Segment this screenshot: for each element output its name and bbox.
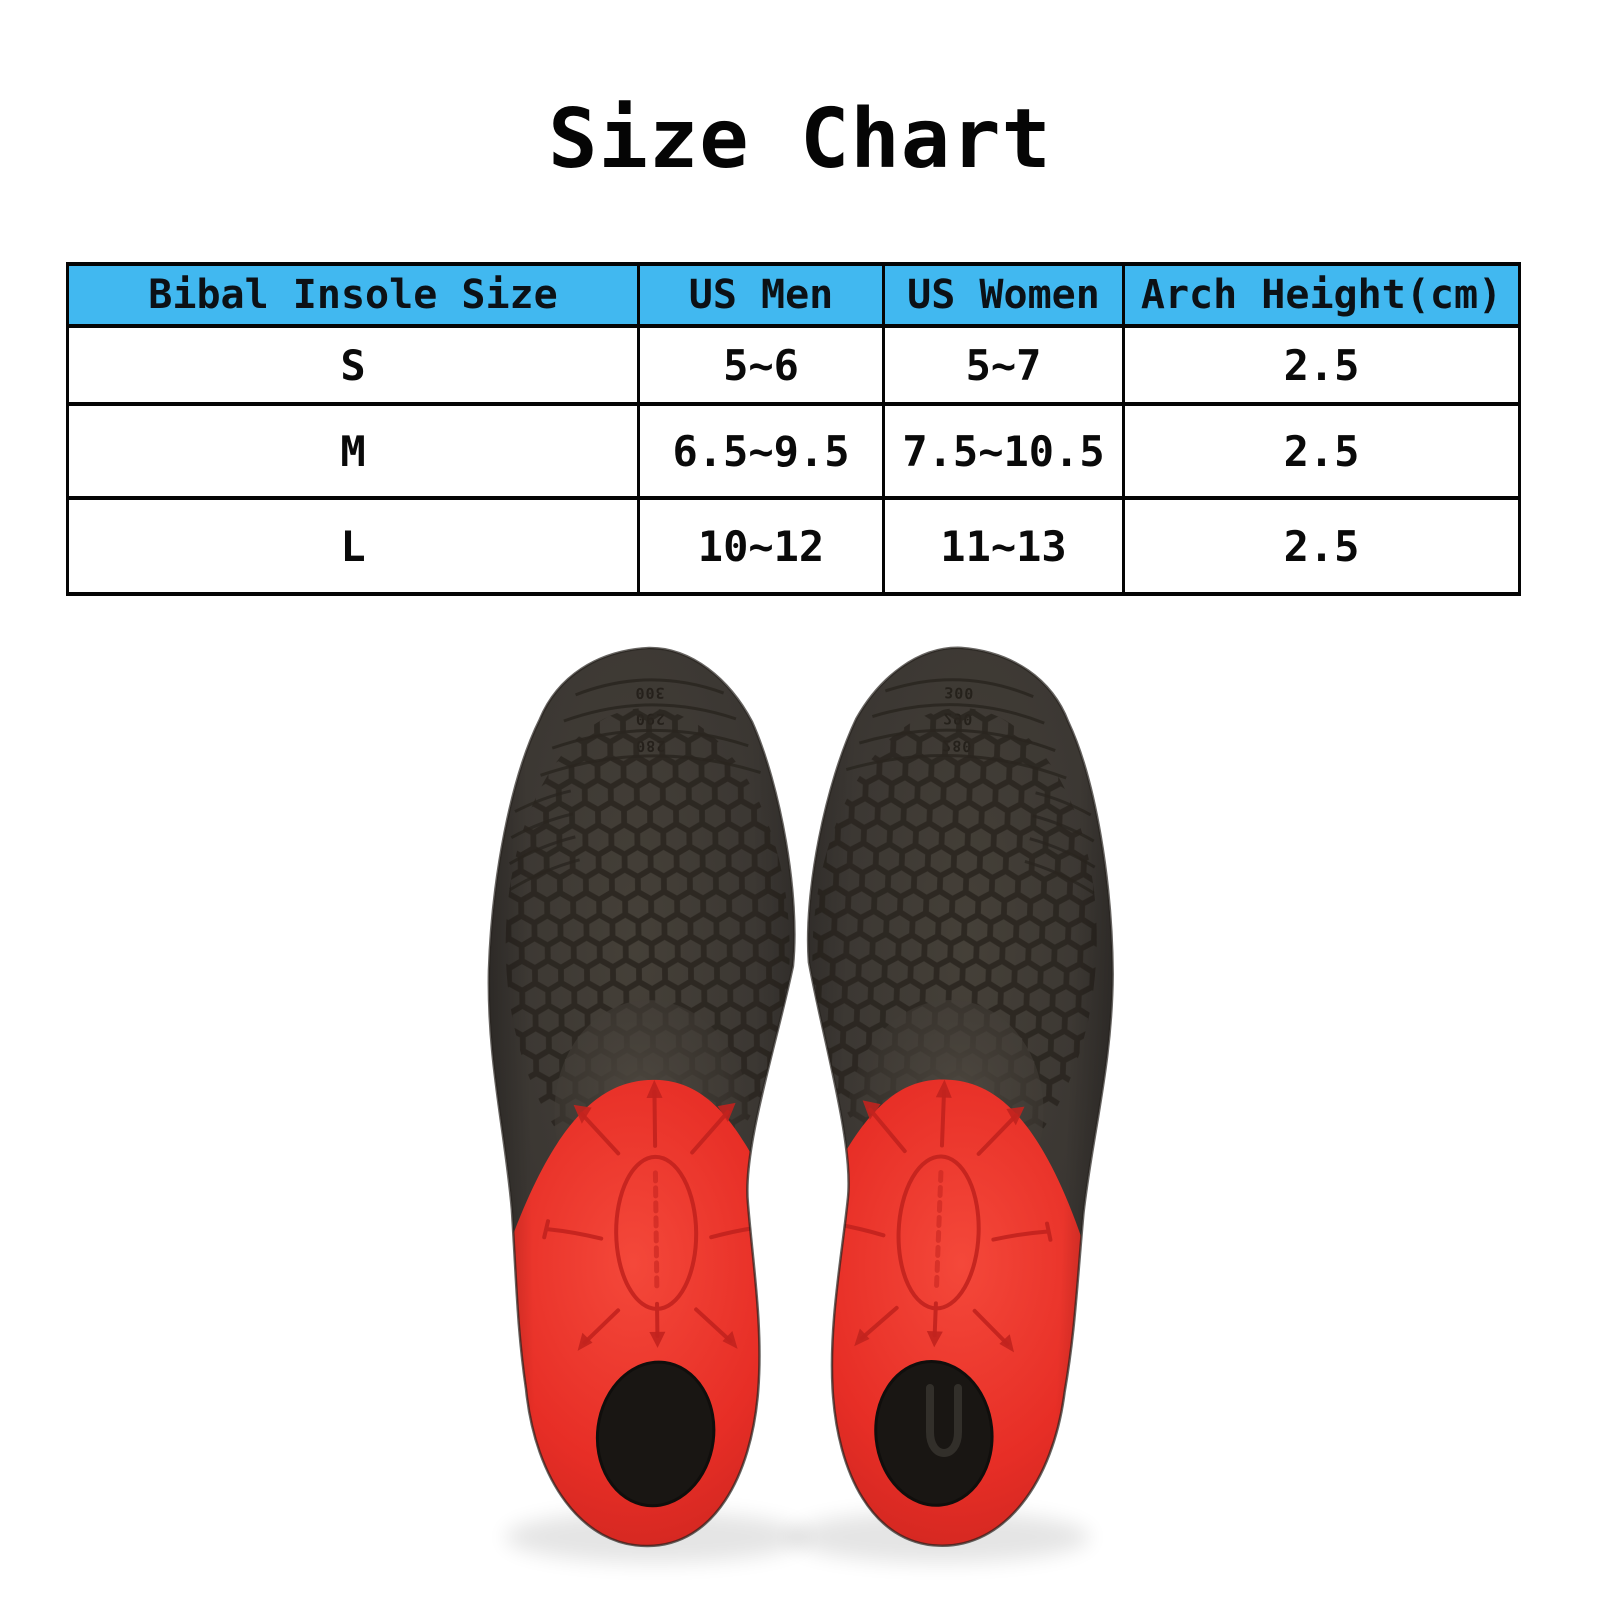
col-header-insole-size: Bibal Insole Size (66, 262, 640, 328)
table-row-m: M 6.5~9.5 7.5~10.5 2.5 (66, 402, 1521, 500)
col-header-arch-height: Arch Height(cm) (1122, 262, 1521, 328)
table-header-row: Bibal Insole Size US Men US Women Arch H… (66, 262, 1521, 328)
cell-arch-height: 2.5 (1122, 324, 1521, 406)
cell-size: M (66, 402, 640, 500)
cell-arch-height: 2.5 (1122, 402, 1521, 500)
cell-us-women: 5~7 (882, 324, 1125, 406)
insoles-photo-svg: 300 290 280 (470, 640, 1130, 1570)
col-header-us-women: US Women (882, 262, 1125, 328)
cell-us-women: 7.5~10.5 (882, 402, 1125, 500)
cell-us-men: 5~6 (637, 324, 885, 406)
col-header-us-men: US Men (637, 262, 885, 328)
insole-right (764, 636, 1139, 1570)
insole-left (471, 640, 822, 1566)
page-title: Size Chart (548, 92, 1052, 187)
size-table: Bibal Insole Size US Men US Women Arch H… (66, 262, 1521, 596)
table-row-s: S 5~6 5~7 2.5 (66, 324, 1521, 406)
table-row-l: L 10~12 11~13 2.5 (66, 496, 1521, 596)
cell-us-women: 11~13 (882, 496, 1125, 596)
u-horseshoe-mark (926, 1384, 962, 1457)
cell-us-men: 6.5~9.5 (637, 402, 885, 500)
cell-us-men: 10~12 (637, 496, 885, 596)
product-photo: 300 290 280 (470, 640, 1130, 1570)
cell-size: L (66, 496, 640, 596)
cell-size: S (66, 324, 640, 406)
cell-arch-height: 2.5 (1122, 496, 1521, 596)
